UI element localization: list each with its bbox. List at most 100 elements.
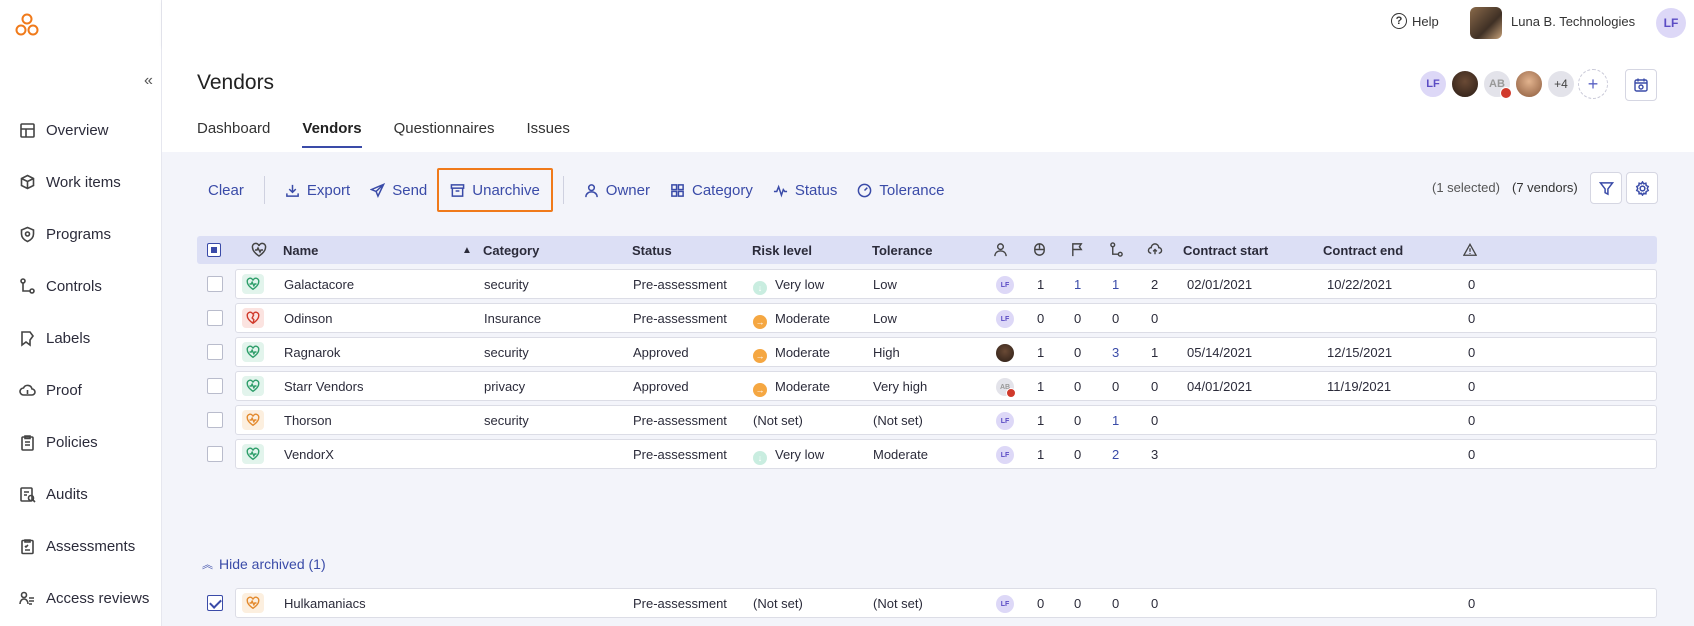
filter-button[interactable]: [1590, 172, 1622, 204]
sidebar-item-work-items[interactable]: Work items: [0, 156, 162, 208]
app-logo[interactable]: [14, 12, 40, 38]
col-name[interactable]: Name: [283, 243, 319, 258]
collaborator-avatar[interactable]: [1450, 69, 1480, 99]
vendor-health-icon: [246, 345, 260, 359]
col-risk[interactable]: Risk level: [752, 243, 812, 258]
sidebar-item-controls[interactable]: Controls: [0, 260, 162, 312]
col-status[interactable]: Status: [632, 243, 672, 258]
row-checkbox[interactable]: [207, 344, 223, 360]
help-link[interactable]: ? Help: [1391, 13, 1439, 29]
count-flags: 0: [1074, 413, 1082, 428]
count-work-items: 0: [1037, 596, 1045, 611]
collaborator-avatar[interactable]: [1514, 69, 1544, 99]
issue-count: 0: [1468, 277, 1476, 292]
owner-avatar[interactable]: LF: [996, 412, 1014, 430]
table-row[interactable]: Thorson security Pre-assessment (Not set) (N…: [235, 405, 1657, 435]
table-row[interactable]: VendorX Pre-assessment ↓ Very low Moderate LF…: [235, 439, 1657, 469]
table-row[interactable]: Ragnarok security Approved → Moderate High 1 0 3…: [235, 337, 1657, 367]
more-collaborators[interactable]: +4: [1546, 69, 1576, 99]
collaborators: LF AB +4 +: [1418, 69, 1610, 99]
vendor-risk: → Moderate: [753, 379, 830, 397]
select-all-checkbox[interactable]: [207, 243, 221, 257]
vendor-name[interactable]: Odinson: [284, 311, 333, 326]
row-checkbox[interactable]: [207, 310, 223, 326]
owner-button[interactable]: Owner: [574, 168, 660, 212]
count-controls[interactable]: 2: [1112, 447, 1120, 462]
vendor-status: Pre-assessment: [633, 413, 727, 428]
vendor-name[interactable]: Hulkamaniacs: [284, 596, 366, 611]
sidebar-item-labels[interactable]: Labels: [0, 312, 162, 364]
sidebar-item-label: Access reviews: [46, 589, 150, 607]
vendor-name[interactable]: Galactacore: [284, 277, 355, 292]
vendor-category: privacy: [484, 379, 526, 394]
sidebar-item-overview[interactable]: Overview: [0, 104, 162, 156]
row-checkbox[interactable]: [207, 378, 223, 394]
count-controls[interactable]: 1: [1112, 413, 1120, 428]
count-controls[interactable]: 3: [1112, 345, 1120, 360]
owner-avatar[interactable]: AB: [996, 378, 1016, 398]
row-checkbox[interactable]: [207, 412, 223, 428]
send-icon: [370, 182, 386, 198]
vendor-name[interactable]: Ragnarok: [284, 345, 341, 360]
sidebar-item-label: Programs: [46, 225, 112, 243]
category-button[interactable]: Category: [660, 168, 763, 212]
count-controls[interactable]: 1: [1112, 277, 1120, 292]
table-row[interactable]: Odinson Insurance Pre-assessment → Moderate L…: [235, 303, 1657, 333]
calendar-button[interactable]: [1625, 69, 1657, 101]
vendor-name[interactable]: VendorX: [284, 447, 334, 462]
tab-questionnaires[interactable]: Questionnaires: [393, 120, 495, 137]
tolerance-button[interactable]: Tolerance: [847, 168, 954, 212]
hide-archived-toggle[interactable]: ︽ Hide archived (1): [202, 556, 326, 572]
tab-vendors[interactable]: Vendors: [302, 120, 362, 148]
send-button[interactable]: Send: [360, 168, 437, 212]
owner-avatar[interactable]: LF: [996, 446, 1014, 464]
table-row[interactable]: Hulkamaniacs Pre-assessment (Not set) (Not …: [235, 588, 1657, 618]
count-work-items: 1: [1037, 345, 1045, 360]
vendor-category: Insurance: [484, 311, 542, 326]
collaborator-avatar[interactable]: AB: [1482, 69, 1512, 99]
row-checkbox[interactable]: [207, 276, 223, 292]
vendor-name[interactable]: Starr Vendors: [284, 379, 364, 394]
org-name[interactable]: Luna B. Technologies: [1511, 14, 1636, 29]
sidebar-item-programs[interactable]: Programs: [0, 208, 162, 260]
sidebar-item-label: Policies: [46, 433, 98, 451]
owner-avatar[interactable]: [996, 344, 1014, 362]
collapse-sidebar-icon[interactable]: «: [144, 72, 153, 89]
sidebar-item-audits[interactable]: Audits: [0, 468, 162, 520]
sidebar-item-access-reviews[interactable]: Access reviews: [0, 572, 162, 624]
row-checkbox[interactable]: [207, 595, 223, 611]
table-header: Name ▲ Category Status Risk level Tolera…: [197, 236, 1657, 264]
contract-start: 04/01/2021: [1187, 379, 1253, 394]
unarchive-button[interactable]: Unarchive: [437, 168, 553, 212]
count-flags[interactable]: 1: [1074, 277, 1082, 292]
col-tolerance[interactable]: Tolerance: [872, 243, 933, 258]
owner-avatar[interactable]: LF: [996, 310, 1014, 328]
sort-asc-icon[interactable]: ▲: [462, 245, 472, 256]
owner-avatar[interactable]: LF: [996, 276, 1014, 294]
col-contract-end[interactable]: Contract end: [1323, 243, 1404, 258]
toolbar: Clear Export Send Unarchive Owner Catego…: [198, 168, 954, 212]
table-row[interactable]: Galactacore security Pre-assessment ↓ Very l…: [235, 269, 1657, 299]
owner-avatar[interactable]: LF: [996, 595, 1014, 613]
col-contract-start[interactable]: Contract start: [1183, 243, 1269, 258]
table-row[interactable]: Starr Vendors privacy Approved → Moderate Ver…: [235, 371, 1657, 401]
export-button[interactable]: Export: [275, 168, 360, 212]
row-checkbox[interactable]: [207, 446, 223, 462]
status-button[interactable]: Status: [763, 168, 848, 212]
issue-count: 0: [1468, 447, 1476, 462]
clear-button[interactable]: Clear: [198, 168, 254, 212]
user-avatar[interactable]: LF: [1656, 8, 1686, 38]
sidebar-item-policies[interactable]: Policies: [0, 416, 162, 468]
settings-button[interactable]: [1626, 172, 1658, 204]
collaborator-avatar[interactable]: LF: [1418, 69, 1448, 99]
add-collaborator-button[interactable]: +: [1578, 69, 1608, 99]
org-avatar[interactable]: [1470, 7, 1502, 39]
sidebar-item-proof[interactable]: Proof: [0, 364, 162, 416]
sidebar-item-label: Labels: [46, 329, 91, 347]
tab-dashboard[interactable]: Dashboard: [197, 120, 271, 137]
col-category[interactable]: Category: [483, 243, 540, 258]
sidebar-item-assessments[interactable]: Assessments: [0, 520, 162, 572]
vendor-health-icon: [246, 447, 260, 461]
tab-issues[interactable]: Issues: [526, 120, 570, 137]
vendor-name[interactable]: Thorson: [284, 413, 332, 428]
